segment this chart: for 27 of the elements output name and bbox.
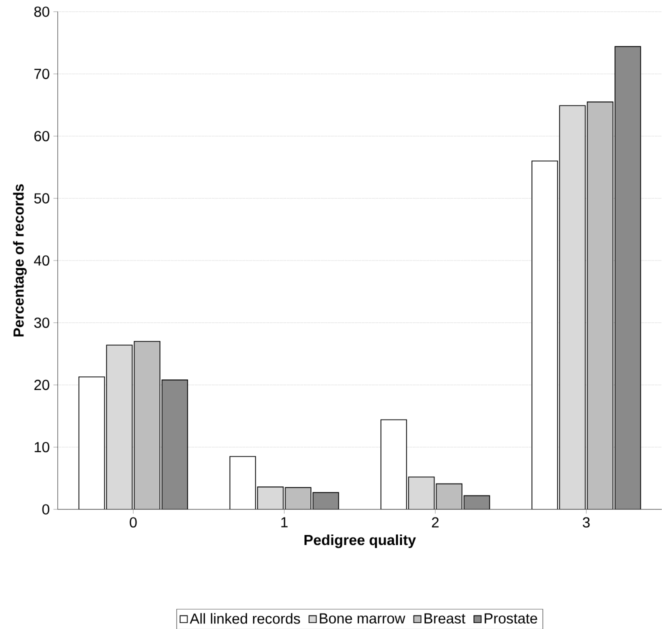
x-tick-label: 3 <box>582 517 590 528</box>
bar <box>559 105 586 510</box>
bar <box>586 101 614 510</box>
legend-label: All linked records <box>190 612 300 624</box>
y-tick-label: 50 <box>34 192 50 204</box>
legend-label: Bone marrow <box>320 613 406 624</box>
y-tick-label: 30 <box>34 317 50 328</box>
y-tick-label: 0 <box>42 504 50 514</box>
bar <box>408 476 435 510</box>
y-tick-label: 80 <box>34 6 50 17</box>
x-tick-label: 0 <box>130 517 137 528</box>
legend-label: Prostate <box>484 613 538 624</box>
bar <box>106 344 133 510</box>
y-tick-label: 60 <box>34 130 50 142</box>
x-axis-title: Pedigree quality <box>304 534 416 548</box>
y-tick-label: 10 <box>34 442 50 452</box>
y-axis-title: Percentage of records <box>13 184 27 336</box>
y-tick-label: 70 <box>34 68 50 79</box>
x-tick-label: 1 <box>281 517 288 528</box>
legend-label: Breast <box>424 613 466 624</box>
bar <box>134 340 160 510</box>
bar <box>257 486 284 510</box>
y-tick-label: 40 <box>34 255 50 266</box>
y-tick-label: 20 <box>34 380 50 390</box>
bar <box>284 486 312 510</box>
x-tick-label: 2 <box>432 517 439 528</box>
bar <box>436 483 462 510</box>
